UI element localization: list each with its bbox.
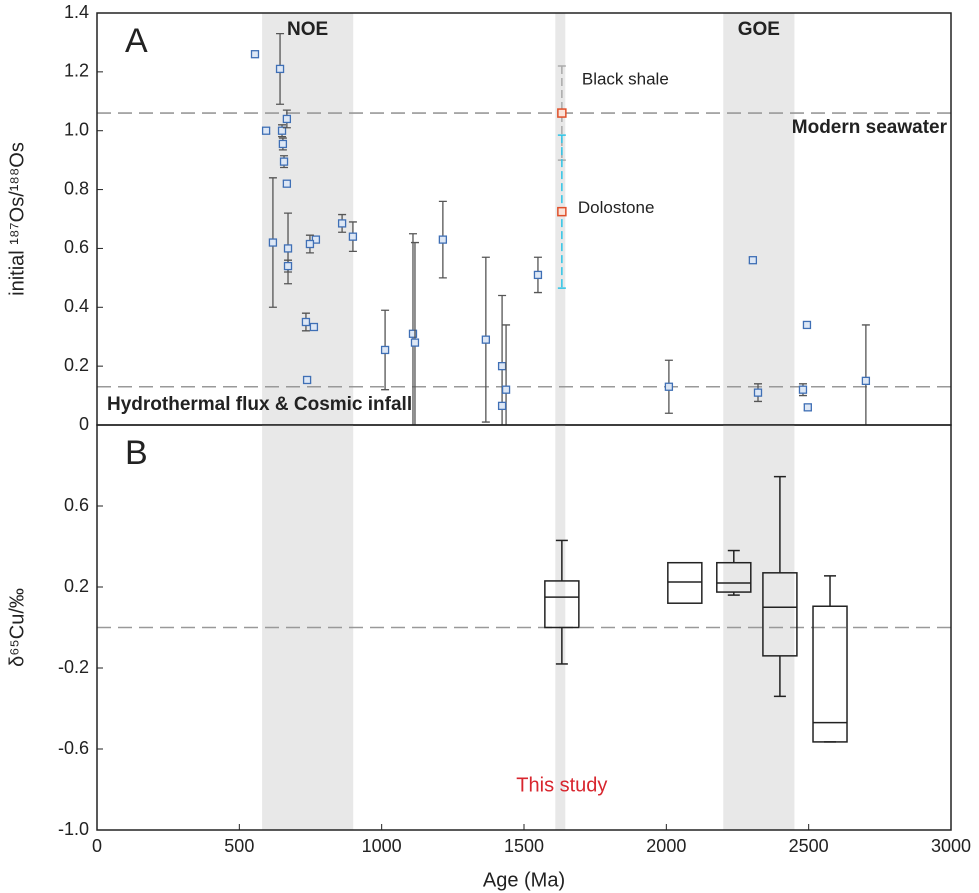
data-point — [380, 345, 390, 355]
data-point — [268, 238, 278, 247]
x-axis-label: Age (Ma) — [483, 869, 565, 891]
data-point — [408, 329, 418, 338]
panel-label: B — [125, 434, 148, 472]
y-tick-label: 0.6 — [64, 237, 89, 257]
y-tick-label: -0.6 — [58, 738, 89, 758]
data-point — [282, 179, 292, 188]
panel-frame — [96, 424, 952, 831]
data-point — [481, 335, 491, 344]
data-point — [557, 108, 567, 118]
data-point — [277, 126, 287, 135]
band — [555, 13, 566, 425]
box — [716, 561, 752, 593]
data-point — [557, 206, 567, 217]
y-tick-label: 1.4 — [64, 2, 89, 22]
data-point — [283, 244, 293, 253]
data-point — [282, 114, 292, 124]
band-label: NOE — [287, 19, 328, 40]
x-tick-label: 1000 — [362, 836, 402, 856]
panel-frame — [96, 12, 952, 426]
band-label: GOE — [738, 19, 780, 40]
y-tick-label: 0.6 — [64, 495, 89, 515]
band — [262, 13, 354, 425]
data-point — [278, 139, 288, 149]
data-point — [261, 126, 271, 135]
data-point — [309, 322, 319, 332]
y-tick-label: -0.2 — [58, 657, 89, 677]
data-point — [302, 375, 312, 385]
y-tick-label: 1.2 — [64, 61, 89, 81]
point-label: Black shale — [582, 70, 669, 89]
data-point — [250, 50, 260, 59]
y-tick-label: -1.0 — [58, 819, 89, 839]
y-tick-label: 0.2 — [64, 576, 89, 596]
data-point — [348, 232, 358, 241]
data-point — [861, 376, 871, 386]
data-point — [802, 320, 812, 330]
data-point — [533, 270, 543, 280]
x-tick-label: 2500 — [789, 836, 829, 856]
data-point — [301, 317, 311, 327]
data-point — [753, 388, 763, 397]
point-label: Dolostone — [578, 198, 655, 217]
box — [544, 580, 580, 629]
y-tick-label: 1.0 — [64, 119, 89, 139]
y-axis-label: initial ¹⁸⁷Os/¹⁸⁸Os — [6, 142, 28, 296]
data-point — [275, 64, 285, 74]
x-tick-label: 0 — [92, 836, 102, 856]
data-point — [497, 361, 507, 371]
data-point — [438, 235, 448, 244]
data-point — [305, 239, 315, 249]
y-tick-label: 0.8 — [64, 178, 89, 198]
data-point — [748, 256, 758, 265]
y-tick-label: 0 — [79, 414, 89, 434]
x-tick-label: 3000 — [931, 836, 971, 856]
data-point — [497, 401, 507, 411]
data-point — [798, 385, 808, 394]
reference-label: Modern seawater — [792, 117, 948, 138]
data-point — [283, 261, 293, 271]
box — [762, 572, 798, 657]
data-point — [337, 219, 347, 228]
x-tick-label: 2000 — [646, 836, 686, 856]
data-point — [410, 338, 420, 347]
data-point — [279, 157, 289, 166]
y-axis-label: δ⁶⁵Cu/‰ — [6, 588, 28, 667]
y-tick-label: 0.4 — [64, 296, 89, 316]
box — [812, 605, 848, 743]
data-point — [311, 235, 321, 244]
reference-label: Hydrothermal flux & Cosmic infall — [107, 394, 412, 415]
data-point — [803, 403, 812, 412]
y-tick-label: 0.2 — [64, 355, 89, 375]
plot-area — [250, 32, 871, 425]
data-point — [501, 385, 511, 394]
box — [667, 561, 703, 604]
x-tick-label: 1500 — [504, 836, 544, 856]
band — [723, 13, 795, 425]
panel-label: A — [125, 22, 148, 60]
annotation: This study — [516, 774, 607, 796]
data-point — [664, 382, 674, 391]
x-tick-label: 500 — [224, 836, 254, 856]
